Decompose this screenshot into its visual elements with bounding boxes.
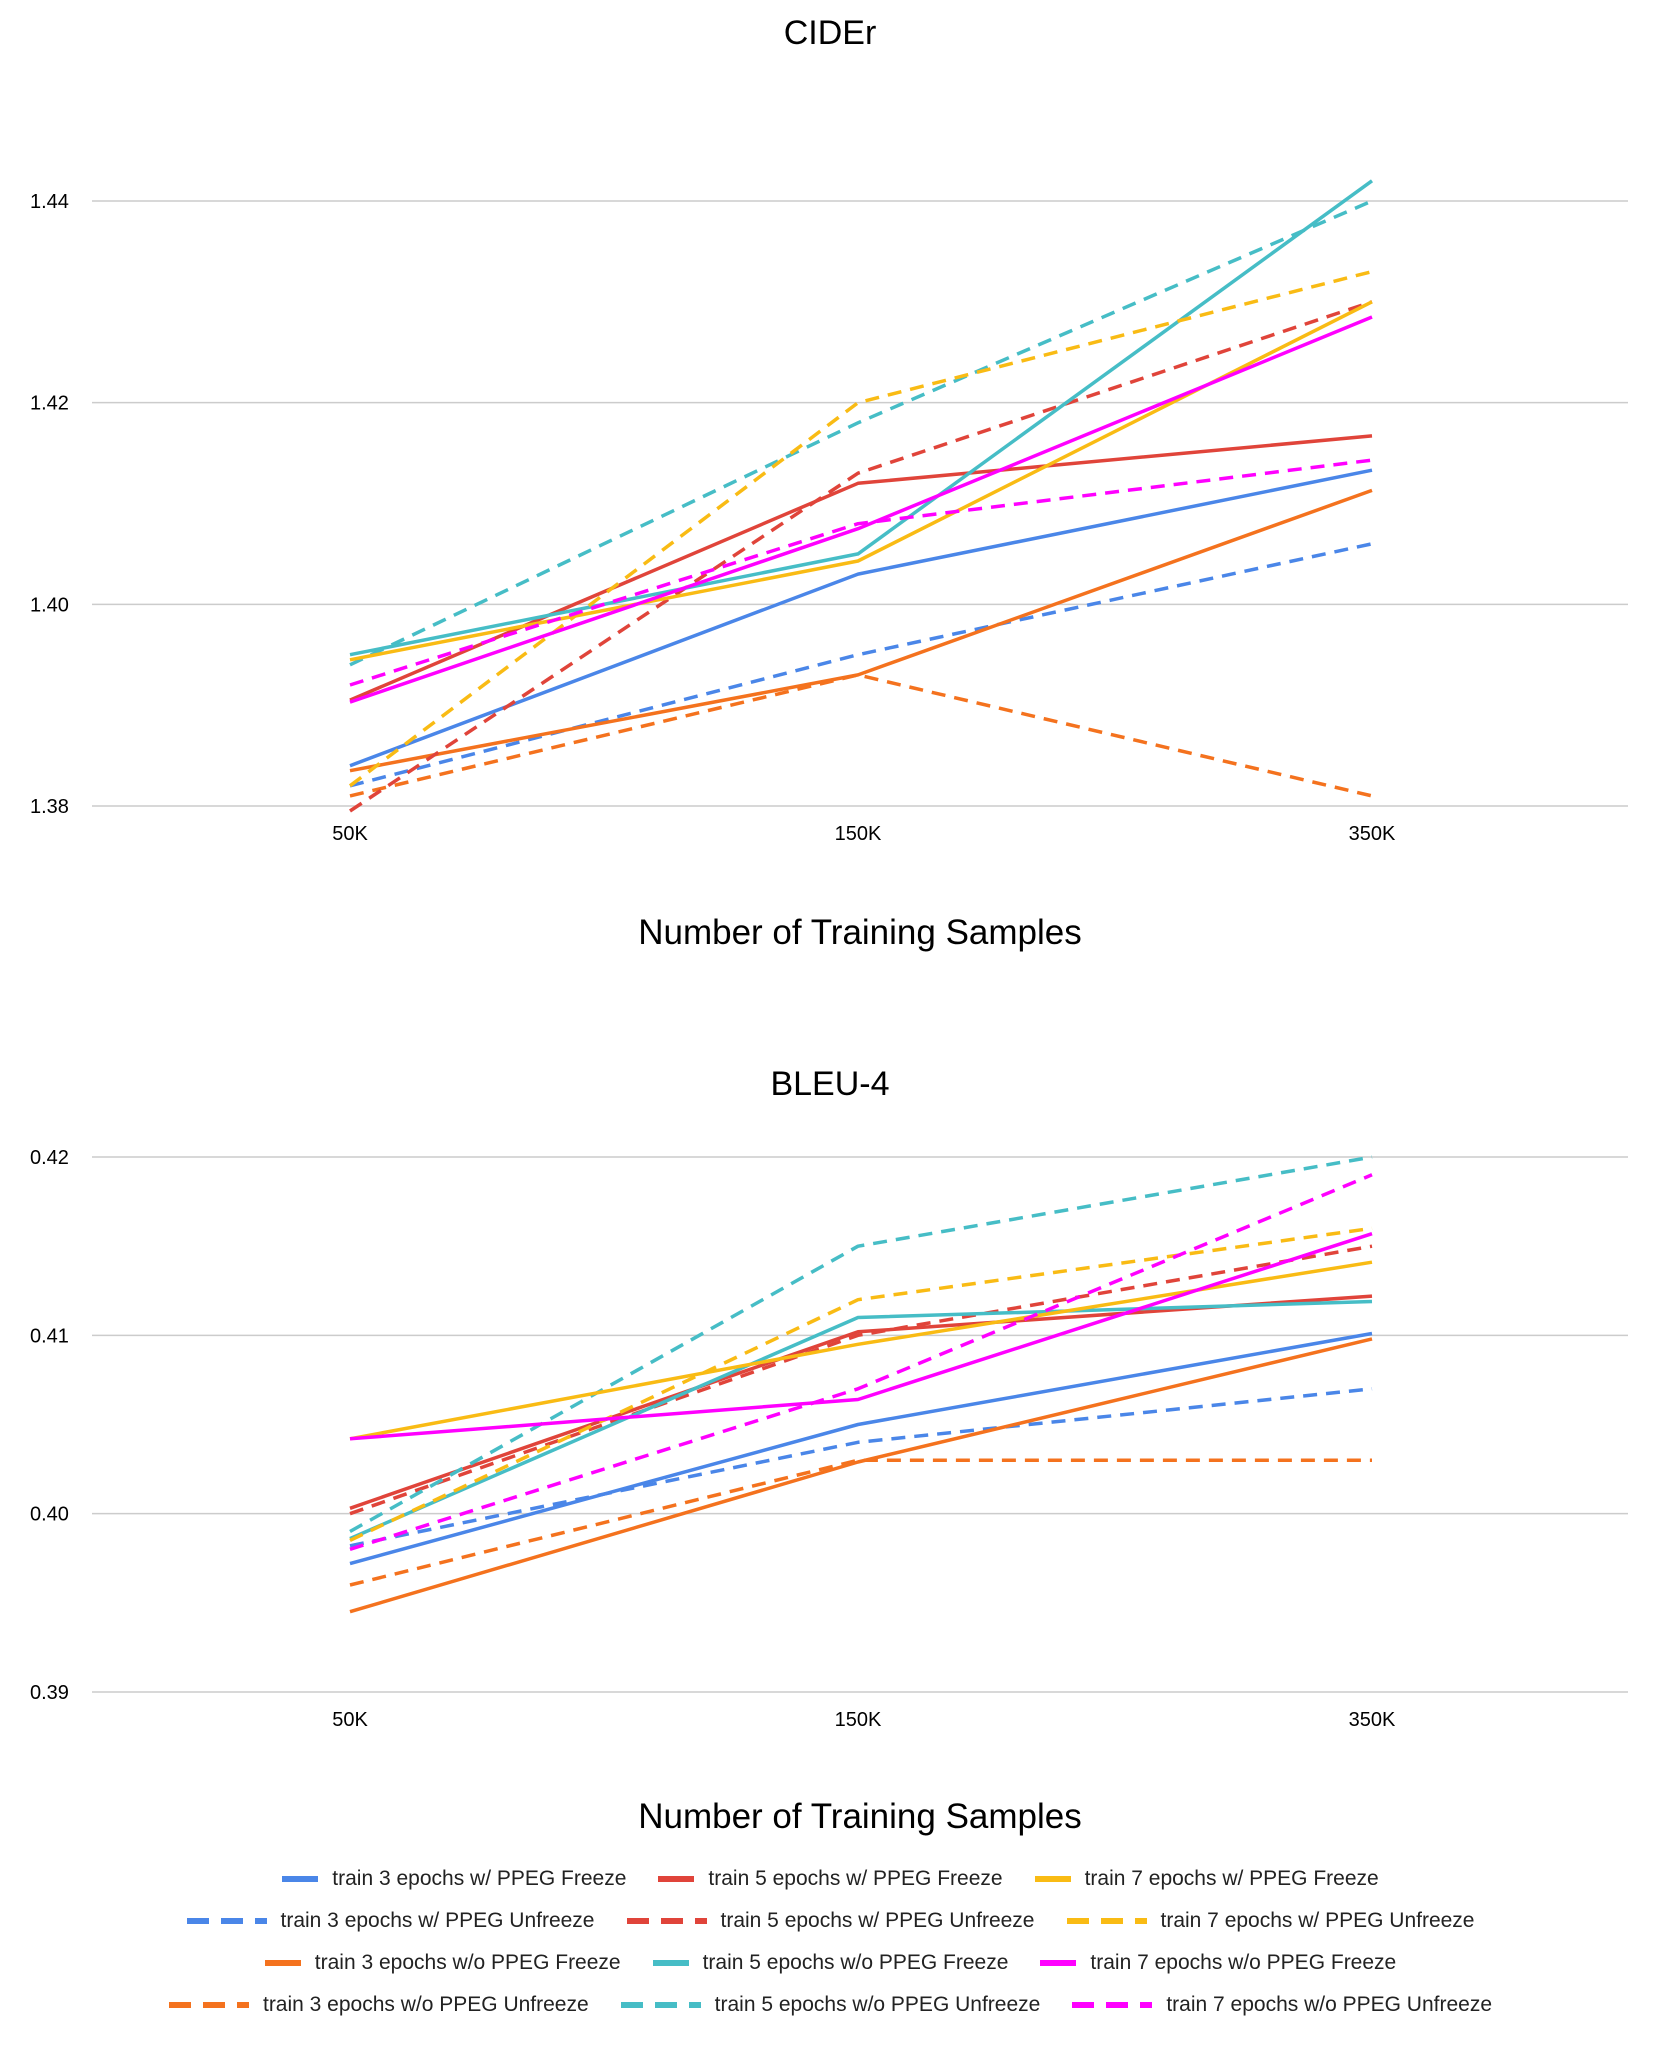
legend-label: train 7 epochs w/ PPEG Unfreeze: [1160, 1909, 1475, 1932]
chart2-ytick-label: 0.42: [30, 1147, 69, 1169]
chart2-series-train-7-epochs-w-o-ppeg-unfreeze: [349, 1173, 1373, 1551]
chart2-series-train-5-epochs-w-ppeg-unfreeze: [349, 1244, 1373, 1516]
chart1-series-train-7-epochs-w-ppeg-freeze: [349, 300, 1373, 662]
legend-label: train 5 epochs w/o PPEG Unfreeze: [714, 1993, 1041, 2016]
legend-label: train 5 epochs w/ PPEG Unfreeze: [720, 1909, 1035, 1932]
chart2-ytick-label: 0.39: [30, 1682, 69, 1704]
chart2-series-train-3-epochs-w-ppeg-unfreeze: [349, 1387, 1373, 1548]
chart2-series-train-7-epochs-w-o-ppeg-freeze: [349, 1232, 1373, 1441]
legend-swatch: [1034, 1876, 1071, 1882]
legend-swatch: [186, 1918, 267, 1924]
chart1-xtick-label: 50K: [332, 823, 368, 845]
chart2-series-train-3-epochs-w-o-ppeg-freeze: [349, 1337, 1373, 1614]
legend-item: train 7 epochs w/ PPEG Unfreeze: [1066, 1909, 1475, 1933]
legend-item: train 3 epochs w/o PPEG Freeze: [264, 1951, 621, 1975]
legend-label: train 3 epochs w/ PPEG Freeze: [332, 1867, 627, 1890]
chart1-series-train-5-epochs-w-ppeg-freeze: [349, 434, 1373, 702]
chart1-series-train-5-epochs-w-o-ppeg-freeze: [349, 179, 1374, 657]
legend-row: train 3 epochs w/o PPEG Unfreeze train 5 …: [0, 1984, 1661, 2026]
chart2-ytick-label: 0.40: [30, 1504, 69, 1526]
chart2-series-train-7-epochs-w-ppeg-unfreeze: [349, 1226, 1373, 1542]
legend-swatch: [652, 1960, 689, 1966]
legend-item: train 5 epochs w/ PPEG Unfreeze: [626, 1909, 1035, 1933]
legend-row: train 3 epochs w/o PPEG Freeze train 5 ep…: [0, 1942, 1661, 1984]
legend-label: train 7 epochs w/o PPEG Unfreeze: [1166, 1993, 1492, 2016]
chart1-series-train-3-epochs-w-o-ppeg-freeze: [349, 488, 1373, 773]
chart1-ytick-label: 1.42: [30, 393, 69, 415]
legend-item: train 3 epochs w/o PPEG Unfreeze: [168, 1993, 589, 2017]
chart1-title: CIDEr: [784, 14, 877, 52]
chart1-series-train-3-epochs-w-ppeg-unfreeze: [349, 542, 1373, 788]
chart1-series-train-5-epochs-w-ppeg-unfreeze: [349, 300, 1373, 813]
legend-item: train 7 epochs w/o PPEG Unfreeze: [1072, 1993, 1492, 2017]
legend-item: train 3 epochs w/ PPEG Freeze: [282, 1867, 626, 1891]
legend-label: train 5 epochs w/ PPEG Freeze: [708, 1867, 1003, 1890]
legend-swatch: [264, 1960, 301, 1966]
legend-label: train 3 epochs w/o PPEG Freeze: [314, 1951, 621, 1974]
chart2-ytick-label: 0.41: [30, 1325, 69, 1347]
chart1-series-train-5-epochs-w-o-ppeg-unfreeze: [349, 199, 1373, 667]
legend-swatch: [1066, 1918, 1147, 1924]
chart2-series-train-5-epochs-w-o-ppeg-unfreeze: [349, 1155, 1373, 1534]
chart1-xaxis-label: Number of Training Samples: [638, 913, 1082, 952]
legend-swatch: [282, 1876, 319, 1882]
chart2-xtick-label: 150K: [835, 1709, 882, 1731]
chart1-series-train-7-epochs-w-o-ppeg-unfreeze: [349, 458, 1373, 687]
chart1-series-train-7-epochs-w-o-ppeg-freeze: [349, 315, 1373, 704]
legend-item: train 5 epochs w/o PPEG Unfreeze: [620, 1993, 1041, 2017]
chart1-ytick-label: 1.40: [30, 594, 69, 616]
legend-swatch: [168, 2002, 249, 2008]
legend-label: train 3 epochs w/o PPEG Unfreeze: [262, 1993, 589, 2016]
legend: train 3 epochs w/ PPEG Freeze train 5 epo…: [0, 1858, 1661, 2026]
legend-swatch: [1040, 1960, 1077, 1966]
legend-item: train 5 epochs w/o PPEG Freeze: [652, 1951, 1009, 1975]
chart2-series-train-3-epochs-w-ppeg-freeze: [349, 1331, 1373, 1566]
chart2-series-train-7-epochs-w-ppeg-freeze: [349, 1260, 1373, 1441]
legend-row: train 3 epochs w/ PPEG Freeze train 5 epo…: [0, 1858, 1661, 1900]
chart1-series-train-3-epochs-w-o-ppeg-unfreeze: [349, 673, 1373, 798]
legend-swatch: [658, 1876, 695, 1882]
chart2-xaxis-label: Number of Training Samples: [638, 1797, 1082, 1836]
chart1-series-train-3-epochs-w-ppeg-freeze: [349, 468, 1373, 768]
chart1-ytick-label: 1.38: [30, 796, 69, 818]
chart2-title: BLEU-4: [770, 1065, 889, 1103]
legend-swatch: [1072, 2002, 1153, 2008]
legend-label: train 7 epochs w/ PPEG Freeze: [1084, 1867, 1379, 1890]
chart2-series-train-5-epochs-w-ppeg-freeze: [349, 1294, 1373, 1510]
legend-swatch: [626, 1918, 707, 1924]
chart1-series-train-7-epochs-w-ppeg-unfreeze: [348, 269, 1373, 788]
chart1-xtick-label: 150K: [835, 823, 882, 845]
legend-label: train 7 epochs w/o PPEG Freeze: [1090, 1951, 1397, 1974]
legend-item: train 7 epochs w/ PPEG Freeze: [1034, 1867, 1379, 1891]
chart2-series-train-5-epochs-w-o-ppeg-freeze: [349, 1299, 1373, 1541]
legend-item: train 7 epochs w/o PPEG Freeze: [1040, 1951, 1396, 1975]
chart1-ytick-label: 1.44: [30, 191, 69, 213]
legend-item: train 3 epochs w/ PPEG Unfreeze: [186, 1909, 595, 1933]
legend-label: train 5 epochs w/o PPEG Freeze: [702, 1951, 1009, 1974]
chart2-xtick-label: 50K: [332, 1709, 368, 1731]
chart2-series-train-3-epochs-w-o-ppeg-unfreeze: [349, 1458, 1372, 1587]
legend-item: train 5 epochs w/ PPEG Freeze: [658, 1867, 1003, 1891]
chart1-xtick-label: 350K: [1349, 823, 1396, 845]
chart2-xtick-label: 350K: [1349, 1709, 1396, 1731]
legend-swatch: [620, 2002, 701, 2008]
legend-label: train 3 epochs w/ PPEG Unfreeze: [280, 1909, 595, 1932]
legend-row: train 3 epochs w/ PPEG Unfreeze train 5 e…: [0, 1900, 1661, 1942]
